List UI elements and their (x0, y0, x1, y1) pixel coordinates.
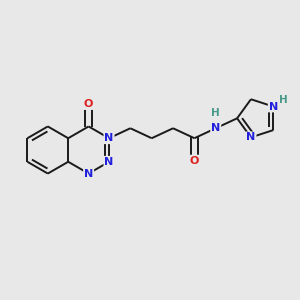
Text: H: H (279, 95, 287, 105)
Text: O: O (190, 156, 199, 166)
Text: O: O (84, 99, 93, 109)
Text: H: H (212, 108, 220, 118)
Text: N: N (246, 132, 256, 142)
Text: N: N (84, 169, 93, 178)
Text: N: N (104, 157, 114, 167)
Text: N: N (269, 101, 278, 112)
Text: N: N (104, 133, 114, 143)
Text: N: N (211, 123, 220, 133)
